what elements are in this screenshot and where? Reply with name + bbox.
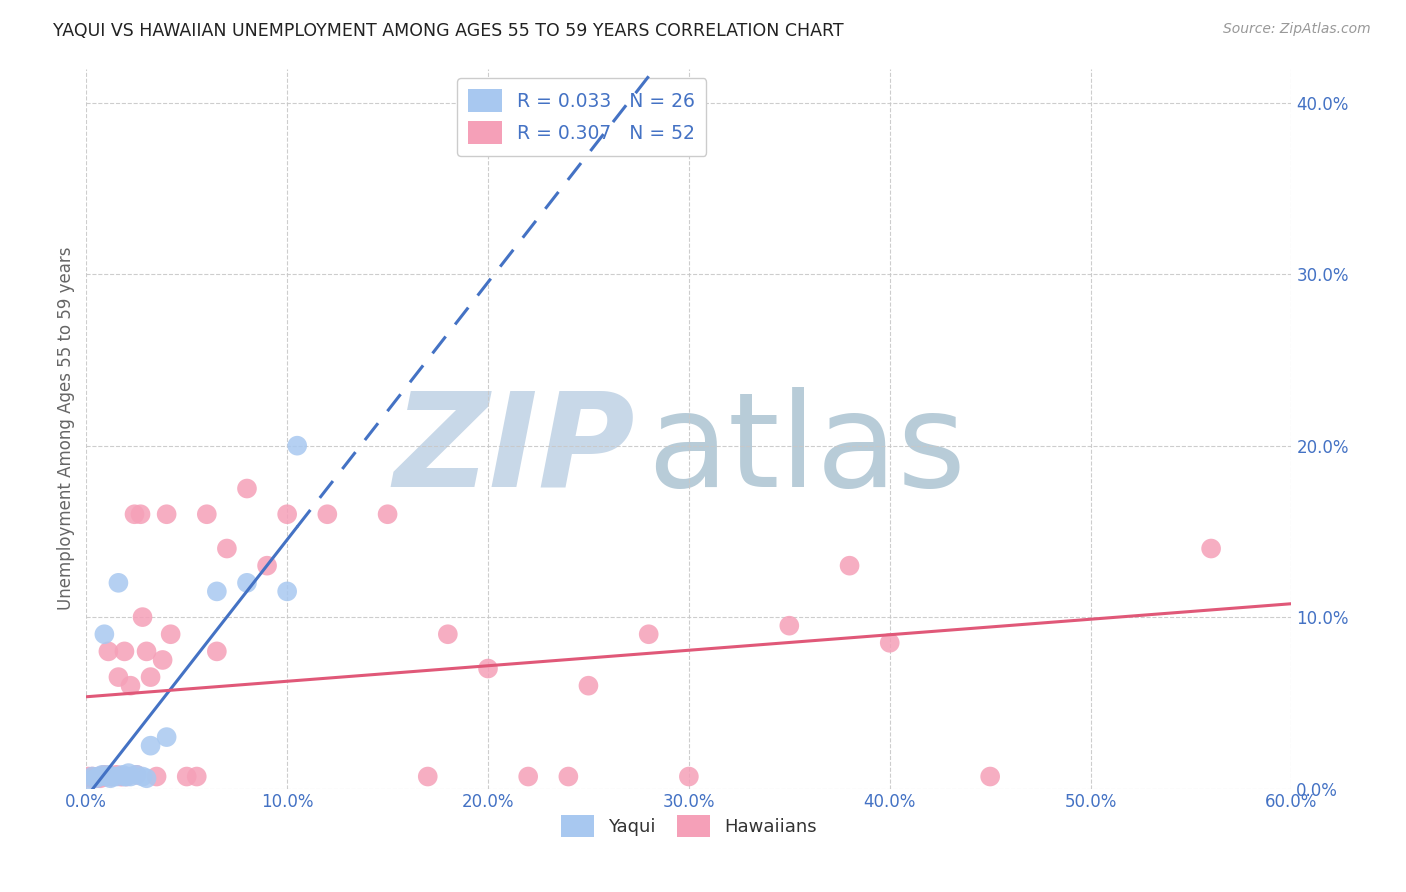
- Point: [87, 770, 110, 784]
- Point: [96, 770, 118, 784]
- Point: [97, 644, 120, 658]
- Point: [276, 508, 298, 522]
- Point: [838, 558, 860, 573]
- Point: [437, 627, 460, 641]
- Text: atlas: atlas: [647, 386, 966, 514]
- Point: [276, 584, 298, 599]
- Point: [105, 768, 128, 782]
- Point: [195, 508, 218, 522]
- Point: [778, 618, 800, 632]
- Point: [139, 739, 162, 753]
- Point: [517, 770, 540, 784]
- Point: [101, 770, 124, 784]
- Point: [87, 770, 110, 784]
- Text: YAQUI VS HAWAIIAN UNEMPLOYMENT AMONG AGES 55 TO 59 YEARS CORRELATION CHART: YAQUI VS HAWAIIAN UNEMPLOYMENT AMONG AGE…: [53, 22, 844, 40]
- Point: [115, 770, 138, 784]
- Point: [86, 771, 108, 785]
- Point: [186, 770, 208, 784]
- Point: [145, 770, 167, 784]
- Point: [129, 508, 152, 522]
- Point: [89, 771, 111, 785]
- Point: [678, 770, 700, 784]
- Point: [236, 482, 259, 496]
- Point: [205, 644, 228, 658]
- Point: [879, 636, 901, 650]
- Point: [135, 644, 157, 658]
- Point: [377, 508, 399, 522]
- Point: [1199, 541, 1222, 556]
- Point: [176, 770, 198, 784]
- Point: [91, 770, 114, 784]
- Point: [557, 770, 579, 784]
- Point: [477, 661, 499, 675]
- Point: [111, 770, 134, 784]
- Point: [115, 770, 138, 784]
- Point: [77, 770, 100, 784]
- Point: [637, 627, 659, 641]
- Point: [135, 771, 157, 785]
- Legend: Yaqui, Hawaiians: Yaqui, Hawaiians: [554, 808, 824, 845]
- Point: [111, 768, 134, 782]
- Text: Source: ZipAtlas.com: Source: ZipAtlas.com: [1223, 22, 1371, 37]
- Point: [215, 541, 238, 556]
- Point: [82, 770, 104, 784]
- Point: [110, 770, 132, 784]
- Point: [416, 770, 439, 784]
- Point: [159, 627, 181, 641]
- Point: [285, 439, 308, 453]
- Point: [77, 772, 100, 787]
- Point: [96, 770, 118, 784]
- Point: [105, 770, 128, 784]
- Point: [100, 770, 122, 784]
- Point: [156, 508, 179, 522]
- Point: [156, 730, 179, 744]
- Point: [100, 771, 122, 785]
- Point: [86, 771, 108, 785]
- Point: [91, 768, 114, 782]
- Point: [107, 670, 129, 684]
- Y-axis label: Unemployment Among Ages 55 to 59 years: Unemployment Among Ages 55 to 59 years: [58, 247, 75, 610]
- Point: [979, 770, 1001, 784]
- Point: [120, 679, 142, 693]
- Point: [101, 770, 124, 784]
- Point: [152, 653, 174, 667]
- Point: [97, 768, 120, 782]
- Point: [93, 768, 115, 782]
- Point: [82, 770, 104, 784]
- Point: [316, 508, 339, 522]
- Point: [131, 610, 153, 624]
- Point: [236, 575, 259, 590]
- Point: [114, 770, 136, 784]
- Point: [139, 670, 162, 684]
- Point: [578, 679, 600, 693]
- Point: [125, 768, 148, 782]
- Point: [120, 770, 142, 784]
- Point: [107, 575, 129, 590]
- Text: ZIP: ZIP: [394, 386, 634, 514]
- Point: [93, 627, 115, 641]
- Point: [79, 771, 101, 785]
- Point: [125, 768, 148, 782]
- Point: [131, 770, 153, 784]
- Point: [117, 766, 139, 780]
- Point: [114, 644, 136, 658]
- Point: [124, 508, 146, 522]
- Point: [256, 558, 278, 573]
- Point: [205, 584, 228, 599]
